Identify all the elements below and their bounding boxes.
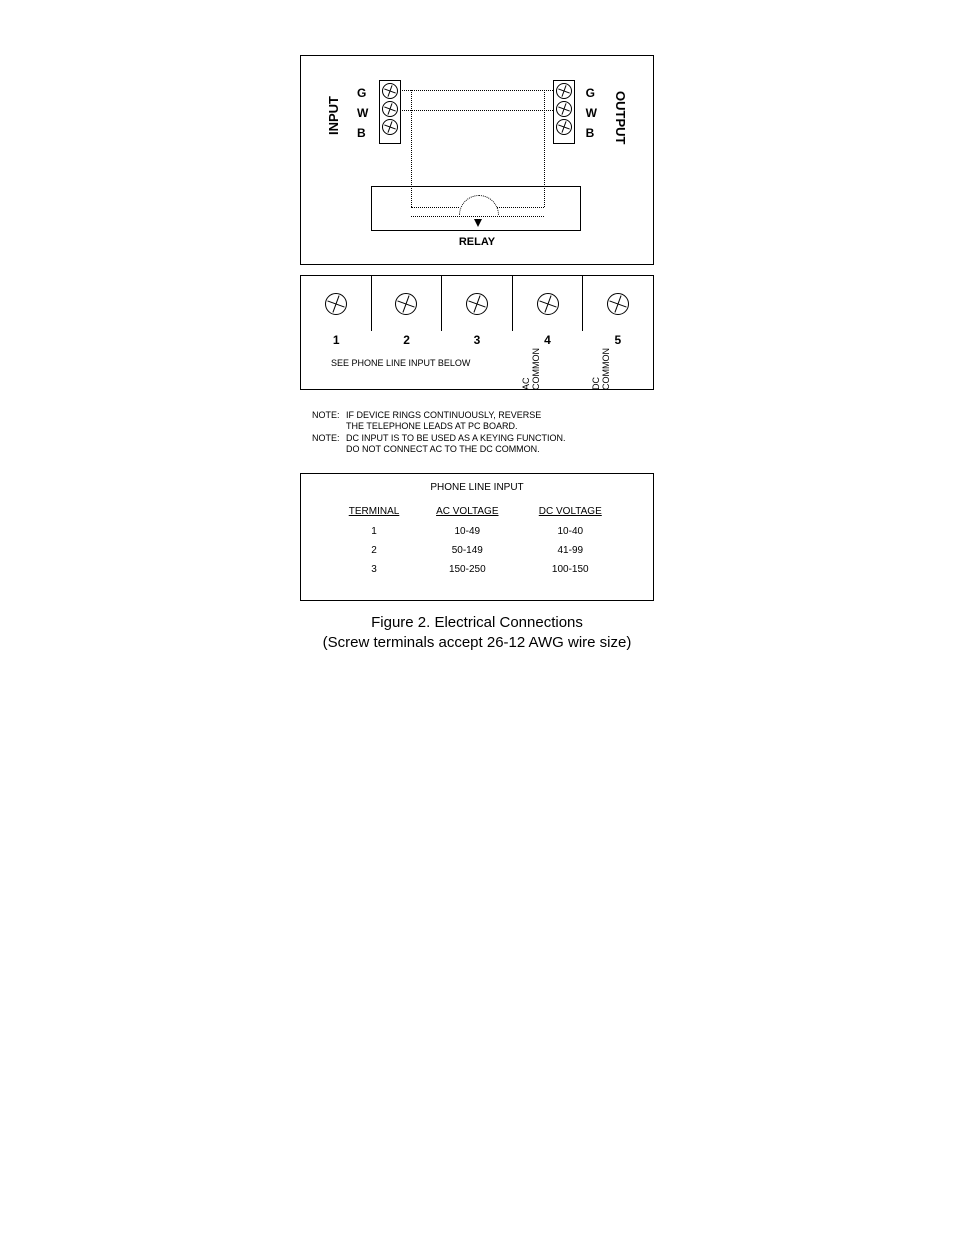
pin-w-in: W [357, 103, 368, 123]
terminal-row [301, 276, 653, 331]
phone-line-ref: SEE PHONE LINE INPUT BELOW [331, 358, 470, 368]
screw-icon [607, 293, 629, 315]
col-ac: AC VOLTAGE [417, 505, 518, 521]
terminal-2 [372, 276, 443, 331]
screw-icon [382, 83, 398, 99]
screw-icon [556, 101, 572, 117]
notes-block: NOTE:IF DEVICE RINGS CONTINUOUSLY, REVER… [312, 410, 654, 455]
table-row: 3 150-250 100-150 [333, 561, 621, 578]
figure-caption: Figure 2. Electrical Connections (Screw … [300, 613, 654, 652]
output-terminal-block [553, 80, 575, 144]
term-num-2: 2 [371, 333, 441, 347]
phone-line-input-panel: PHONE LINE INPUT TERMINAL AC VOLTAGE DC … [300, 473, 654, 601]
terminal-3 [442, 276, 513, 331]
terminal-1 [301, 276, 372, 331]
table-row: 2 50-149 41-99 [333, 542, 621, 559]
ac-common-label: AC COMMON [521, 348, 541, 390]
term-num-5: 5 [583, 333, 653, 347]
terminal-strip-panel: 1 2 3 4 5 SEE PHONE LINE INPUT BELOW AC … [300, 275, 654, 390]
table-header-row: TERMINAL AC VOLTAGE DC VOLTAGE [333, 505, 621, 521]
col-terminal: TERMINAL [333, 505, 415, 521]
phone-line-title: PHONE LINE INPUT [301, 474, 653, 493]
pin-b-out: B [586, 123, 597, 143]
screw-icon [556, 119, 572, 135]
table-row: 1 10-49 10-40 [333, 523, 621, 540]
screw-icon [382, 119, 398, 135]
wire-g [402, 90, 553, 91]
screw-icon [466, 293, 488, 315]
pin-g-in: G [357, 83, 368, 103]
caption-line1: Figure 2. Electrical Connections [300, 613, 654, 633]
col-dc: DC VOLTAGE [520, 505, 621, 521]
note-1-line1: NOTE:IF DEVICE RINGS CONTINUOUSLY, REVER… [312, 410, 654, 421]
screw-icon [395, 293, 417, 315]
pin-w-out: W [586, 103, 597, 123]
terminal-numbers: 1 2 3 4 5 [301, 333, 653, 347]
note-2-line1: NOTE:DC INPUT IS TO BE USED AS A KEYING … [312, 433, 654, 444]
relay-label: RELAY [459, 236, 495, 248]
diagram-page: INPUT OUTPUT G W B G W B [300, 55, 654, 652]
output-pins: G W B [586, 83, 597, 143]
note-2-line2: DO NOT CONNECT AC TO THE DC COMMON. [312, 444, 654, 455]
pin-g-out: G [586, 83, 597, 103]
arrow-icon [474, 219, 482, 227]
term-num-1: 1 [301, 333, 371, 347]
screw-icon [382, 101, 398, 117]
input-label: INPUT [326, 96, 341, 135]
term-num-3: 3 [442, 333, 512, 347]
note-1-line2: THE TELEPHONE LEADS AT PC BOARD. [312, 421, 654, 432]
wire-w [402, 110, 553, 111]
screw-icon [537, 293, 559, 315]
terminal-4 [513, 276, 584, 331]
output-label: OUTPUT [613, 91, 628, 144]
input-terminal-block [379, 80, 401, 144]
screw-icon [325, 293, 347, 315]
pin-b-in: B [357, 123, 368, 143]
input-pins: G W B [357, 83, 368, 143]
term-num-4: 4 [512, 333, 582, 347]
terminal-5 [583, 276, 653, 331]
dc-common-label: DC COMMON [591, 348, 611, 390]
voltage-table: TERMINAL AC VOLTAGE DC VOLTAGE 1 10-49 1… [301, 493, 653, 580]
screw-icon [556, 83, 572, 99]
io-relay-panel: INPUT OUTPUT G W B G W B [300, 55, 654, 265]
caption-line2: (Screw terminals accept 26-12 AWG wire s… [300, 633, 654, 653]
